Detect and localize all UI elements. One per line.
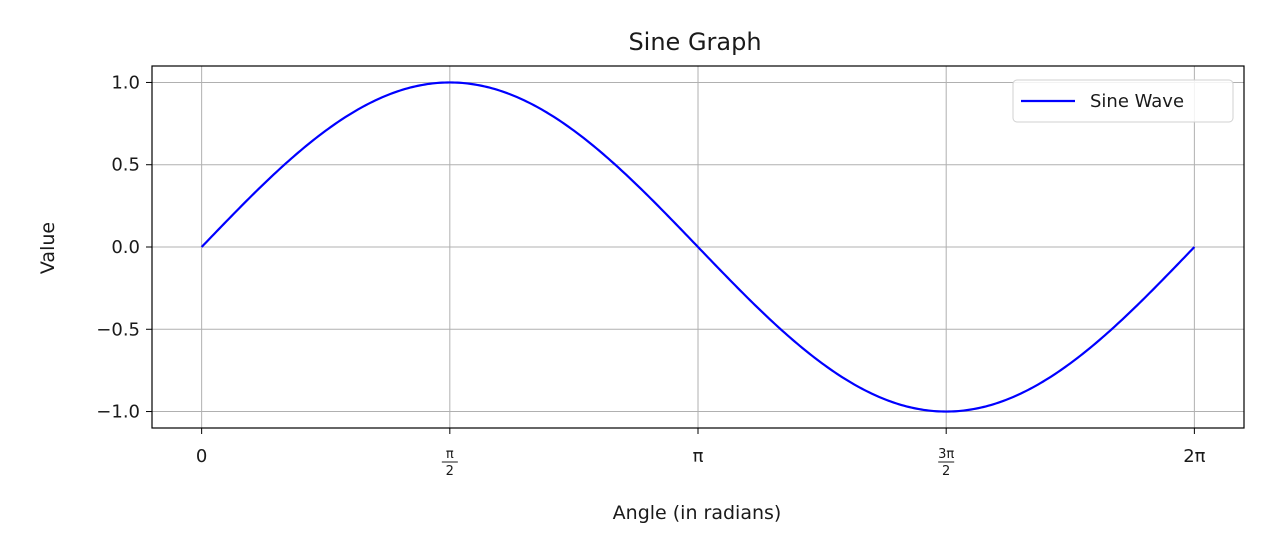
x-tick-numerator: π — [446, 447, 454, 462]
y-tick-label: 1.0 — [111, 72, 140, 93]
x-tick-label: 0 — [196, 446, 207, 467]
x-tick-numerator: 3π — [938, 447, 954, 462]
x-axis-label: Angle (in radians) — [613, 502, 782, 524]
y-tick-label: −0.5 — [96, 319, 140, 340]
legend-box — [1012, 79, 1234, 123]
y-tick-label: 0.0 — [111, 237, 140, 258]
y-tick-label: 0.5 — [111, 155, 140, 176]
legend-label: Sine Wave — [1090, 91, 1184, 112]
x-tick-denominator: 2 — [942, 464, 950, 479]
x-tick-denominator: 2 — [446, 464, 454, 479]
grid — [152, 66, 1244, 428]
chart-title: Sine Graph — [628, 28, 761, 56]
plot-frame — [151, 65, 1245, 429]
series-layer — [200, 81, 1196, 413]
y-axis-label: Value — [37, 222, 59, 274]
x-tick-label: 2π — [1183, 446, 1205, 467]
y-tick-label: −1.0 — [96, 402, 140, 423]
x-tick-label: π — [693, 446, 704, 467]
sine-wave-line — [200, 81, 1196, 413]
x-tick-fraction: π2 — [441, 447, 458, 479]
legend: Sine Wave — [1012, 79, 1234, 123]
x-tick-fraction: 3π2 — [938, 447, 954, 479]
